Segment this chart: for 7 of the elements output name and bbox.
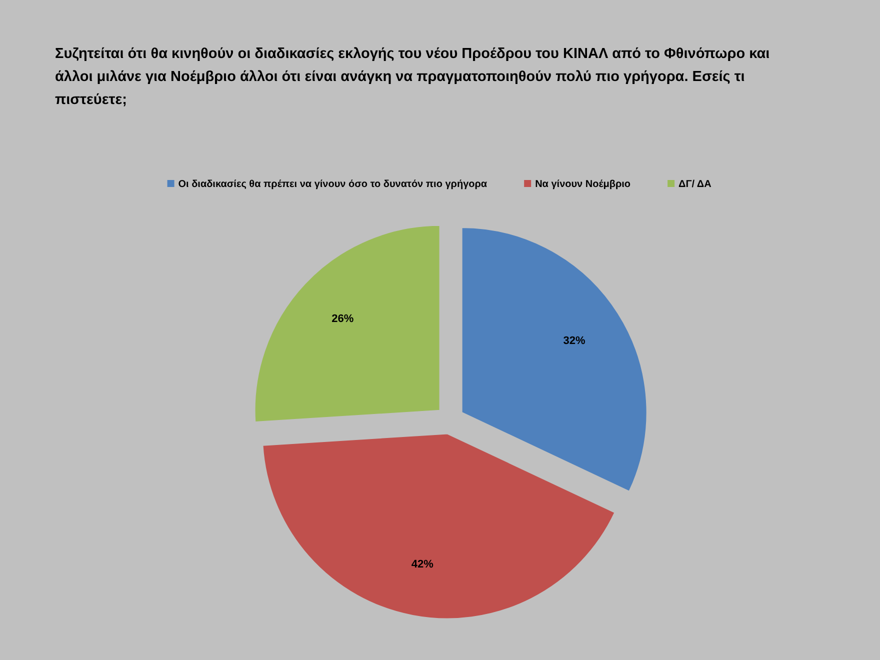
chart-title: Συζητείται ότι θα κινηθούν οι διαδικασίες εκλογής του νέου Προέδρου του ΚΙΝΑΛ από το Φθινόπωρο και άλλοι μιλάνε για Νοέμβριο άλλοι ότι είναι ανάγκη να πραγματοποιηθούν πολύ πιο γρήγορα. Εσείς τι πιστεύετε; [55,46,770,108]
data-label: 32% [563,335,586,348]
data-label: 26% [332,313,354,326]
data-label: 42% [411,558,434,570]
legend-label: Να γίνουν Νοέμβριο [535,179,631,190]
legend-label: ΔΓ/ ΔΑ [678,179,712,190]
legend-label: Οι διαδικασίες θα πρέπει να γίνουν όσο το δυνατόν πιο γρήγορα [178,179,488,190]
